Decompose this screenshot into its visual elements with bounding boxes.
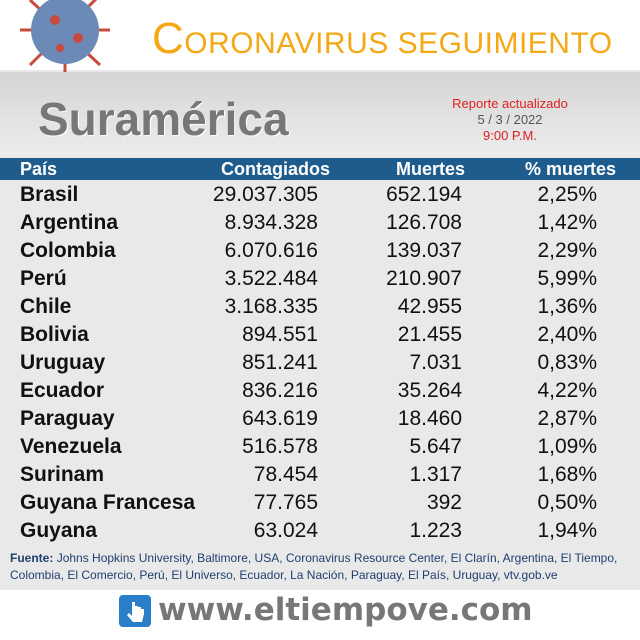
cell: 5.647 — [409, 435, 462, 458]
cell: Brasil — [20, 183, 79, 206]
table: País Contagiados Muertes % muertes Brasil 29.… — [0, 158, 640, 544]
table-row: Venezuela 516.578 5.647 1,09% — [0, 432, 640, 460]
cell: 0,50% — [537, 491, 597, 514]
cell: 2,29% — [537, 239, 597, 262]
top-bar — [0, 0, 640, 70]
table-row: Chile 3.168.335 42.955 1,36% — [0, 292, 640, 320]
title-initial: C — [152, 14, 185, 63]
cell: 18.460 — [397, 407, 462, 430]
report-date: 5 / 3 / 2022 — [477, 112, 543, 127]
cell: 139.037 — [386, 239, 462, 262]
cell: 836.216 — [242, 379, 318, 402]
cell: 3.522.484 — [224, 267, 318, 290]
title: CORONAVIRUS SEGUIMIENTO — [152, 14, 613, 64]
cell: 1,36% — [537, 295, 597, 318]
cell: 392 — [426, 491, 462, 514]
table-row: Uruguay 851.241 7.031 0,83% — [0, 348, 640, 376]
report-label: Reporte actualizado — [452, 96, 568, 111]
region: Suramérica — [38, 93, 289, 145]
source: Fuente: Johns Hopkins University, Baltim… — [10, 550, 635, 584]
cell: Muertes — [395, 159, 465, 179]
cell: 210.907 — [386, 267, 462, 290]
cell: % muertes — [524, 159, 616, 179]
cell: 126.708 — [386, 211, 462, 234]
cell: 1,42% — [537, 211, 597, 234]
title-sub: SEGUIMIENTO — [397, 27, 613, 60]
cell: Argentina — [20, 211, 119, 234]
cell: Paraguay — [20, 407, 115, 430]
table-row: Ecuador 836.216 35.264 4,22% — [0, 376, 640, 404]
cell: Ecuador — [20, 379, 105, 402]
cell: Surinam — [20, 463, 105, 486]
cell: 77.765 — [253, 491, 318, 514]
cell: Guyana — [20, 519, 98, 542]
table-row: Guyana 63.024 1.223 1,94% — [0, 516, 640, 544]
cell: 4,22% — [537, 379, 597, 402]
table-row: Brasil 29.037.305 652.194 2,25% — [0, 180, 640, 208]
region-band — [0, 72, 640, 156]
cell: 1,94% — [537, 519, 597, 542]
cell: Venezuela — [20, 435, 122, 458]
cell: 5,99% — [537, 267, 597, 290]
cell: Bolivia — [20, 323, 89, 346]
cell: 2,40% — [537, 323, 597, 346]
cell: 7.031 — [409, 351, 462, 374]
cell: 6.070.616 — [224, 239, 318, 262]
website-bar — [0, 590, 640, 640]
table-row: Argentina 8.934.328 126.708 1,42% — [0, 208, 640, 236]
source-label: Fuente: — [10, 551, 54, 565]
cell: Uruguay — [20, 351, 106, 374]
cell: 2,25% — [537, 183, 597, 206]
cell: Contagiados — [220, 159, 330, 179]
table-row: Bolivia 894.551 21.455 2,40% — [0, 320, 640, 348]
cell: 1,09% — [537, 435, 597, 458]
cell: 1.317 — [409, 463, 462, 486]
cell: 652.194 — [386, 183, 462, 206]
header-row: País Contagiados Muertes % muertes — [0, 158, 640, 180]
cell: Chile — [20, 295, 72, 318]
table-row: Colombia 6.070.616 139.037 2,29% — [0, 236, 640, 264]
cell: 35.264 — [397, 379, 462, 402]
table-row: Surinam 78.454 1.317 1,68% — [0, 460, 640, 488]
cell: 21.455 — [397, 323, 462, 346]
table-row: Guyana Francesa 77.765 392 0,50% — [0, 488, 640, 516]
cell: 1.223 — [409, 519, 462, 542]
title-main: ORONAVIRUS — [184, 27, 389, 60]
cell: 2,87% — [537, 407, 597, 430]
virus-icon — [20, 0, 110, 72]
report-time: 9:00 P.M. — [483, 128, 537, 143]
cell: Guyana Francesa — [20, 491, 196, 514]
cell: 8.934.328 — [224, 211, 318, 234]
cell: 78.454 — [253, 463, 318, 486]
cell: 29.037.305 — [212, 183, 318, 206]
cell: 1,68% — [537, 463, 597, 486]
table-row: Paraguay 643.619 18.460 2,87% — [0, 404, 640, 432]
cell: 894.551 — [242, 323, 318, 346]
cell: País — [20, 159, 58, 179]
cell: 851.241 — [242, 351, 318, 374]
cell: Colombia — [20, 239, 116, 262]
cell: 0,83% — [537, 351, 597, 374]
table-row: Perú 3.522.484 210.907 5,99% — [0, 264, 640, 292]
cell: 643.619 — [242, 407, 318, 430]
source-text: Johns Hopkins University, Baltimore, USA… — [10, 551, 618, 582]
website: www.eltiempove.com — [158, 592, 533, 628]
click-icon — [119, 595, 151, 627]
cell: 63.024 — [253, 519, 318, 542]
report: Reporte actualizado 5 / 3 / 2022 9:00 P.… — [430, 96, 590, 144]
cell: 516.578 — [242, 435, 318, 458]
cell: 3.168.335 — [224, 295, 318, 318]
cell: 42.955 — [397, 295, 462, 318]
cell: Perú — [20, 267, 67, 290]
